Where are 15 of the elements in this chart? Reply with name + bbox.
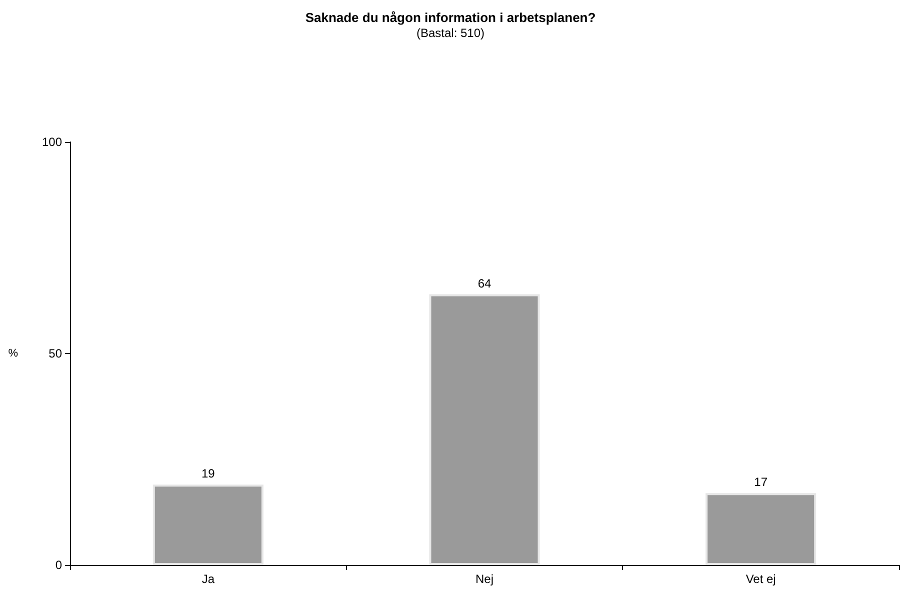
x-tick-label: Ja [202, 572, 215, 586]
data-label: 64 [478, 276, 492, 290]
chart-title: Saknade du någon information i arbetsplanen? [305, 10, 596, 25]
chart-subtitle: (Bastal: 510) [416, 26, 485, 40]
y-tick-label: 100 [42, 135, 62, 149]
bar [152, 484, 264, 565]
y-tick-label: 0 [55, 558, 62, 572]
y-axis-title: % [8, 348, 18, 360]
x-tick-label: Nej [475, 572, 494, 586]
data-label: 17 [754, 475, 768, 490]
y-tick-label: 50 [48, 346, 62, 360]
bar [429, 294, 540, 565]
x-tick-label: Vet ej [746, 572, 776, 586]
data-label: 19 [201, 466, 216, 481]
bar [706, 493, 816, 565]
